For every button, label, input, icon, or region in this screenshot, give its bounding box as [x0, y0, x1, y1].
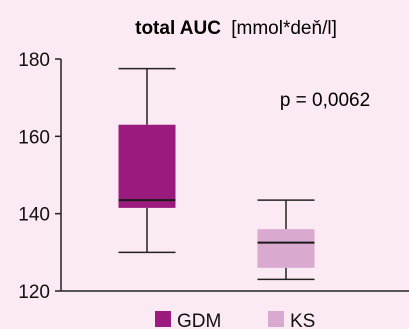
- legend-label: KS: [290, 311, 315, 329]
- chart-title-main: total AUC: [135, 18, 221, 39]
- legend-item-ks: KS: [268, 311, 315, 329]
- box-iqr: [118, 124, 176, 208]
- legend-item-gdm: GDM: [155, 311, 221, 329]
- legend-swatch: [268, 311, 284, 327]
- box-ks: [257, 199, 315, 281]
- chart-title: total AUC [mmol*deň/l]: [135, 18, 337, 39]
- legend: GDM KS: [155, 311, 315, 329]
- chart-title-unit: [mmol*deň/l]: [231, 18, 337, 39]
- box-gdm: [118, 67, 176, 254]
- y-tick-label: 140: [18, 205, 50, 226]
- box-iqr: [257, 229, 315, 268]
- y-tick-label: 120: [18, 282, 50, 303]
- plot-area: 120 140 160 180: [18, 50, 409, 303]
- y-tick-label: 160: [18, 127, 50, 148]
- y-tick-label: 180: [18, 50, 50, 71]
- legend-label: GDM: [177, 311, 221, 329]
- p-value-annotation: p = 0,0062: [280, 90, 370, 111]
- legend-swatch: [155, 311, 171, 327]
